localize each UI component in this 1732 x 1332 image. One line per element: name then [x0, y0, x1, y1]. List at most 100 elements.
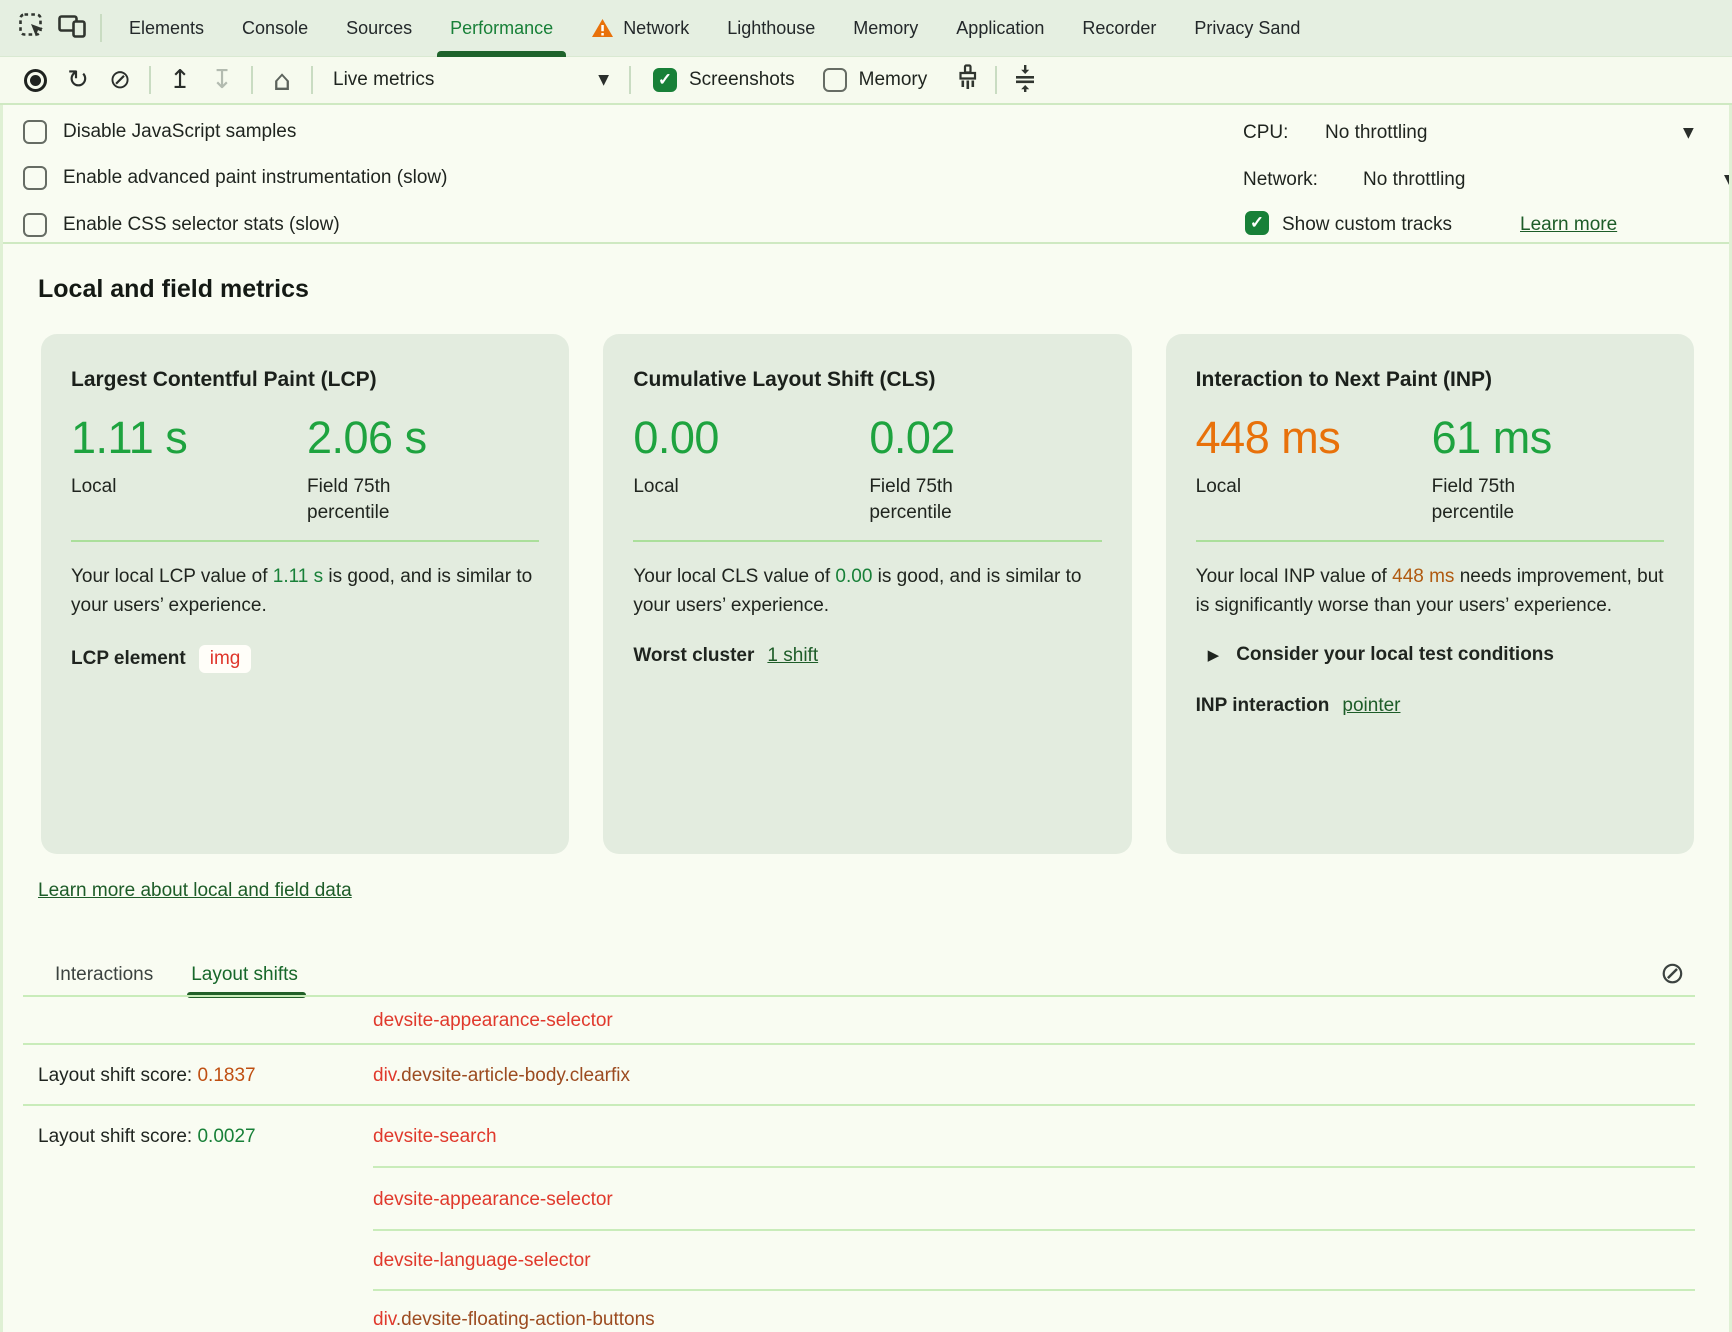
layout-shift-row[interactable]: div.devsite-floating-action-buttons: [23, 1291, 1695, 1332]
check-icon: ✓: [658, 70, 672, 90]
advanced-paint-row[interactable]: Enable advanced paint instrumentation (s…: [23, 166, 447, 190]
tab-label: Lighthouse: [727, 18, 815, 39]
network-throttling-select[interactable]: No throttling: [1363, 169, 1465, 191]
tab-label: Recorder: [1082, 18, 1156, 39]
local-test-conditions-label: Consider your local test conditions: [1236, 644, 1554, 666]
disable-js-samples-checkbox[interactable]: [23, 120, 47, 144]
selector-classes: .devsite-floating-action-buttons: [396, 1309, 655, 1330]
gc-button[interactable]: [947, 60, 987, 100]
chevron-down-icon: ▼: [598, 72, 609, 88]
history-dropdown[interactable]: Live metrics ▼: [333, 69, 609, 91]
tab-memory[interactable]: Memory: [834, 0, 937, 57]
tab-console[interactable]: Console: [223, 0, 327, 57]
learn-more-local-field-link[interactable]: Learn more about local and field data: [38, 880, 352, 902]
lcp-element-label: LCP element: [71, 648, 186, 670]
shift-score-value: 0.0027: [197, 1126, 255, 1147]
inp-interaction-link[interactable]: pointer: [1342, 695, 1400, 717]
devtools-performance-panel: { "devtools": { "tabs": { "items": ["Ele…: [0, 0, 1732, 1332]
shift-score-label: Layout shift score:: [38, 1126, 197, 1147]
upload-icon: ↥: [169, 65, 191, 95]
lcp-card: Largest Contentful Paint (LCP) 1.11 s Lo…: [41, 334, 569, 854]
home-button[interactable]: ⌂: [261, 64, 303, 97]
screenshots-toggle[interactable]: ✓ Screenshots: [653, 68, 795, 92]
tab-label: Privacy Sand: [1194, 18, 1300, 39]
shift-node-link[interactable]: devsite-language-selector: [373, 1250, 591, 1272]
tab-layout-shifts[interactable]: Layout shifts: [191, 952, 298, 997]
tab-label: Memory: [853, 18, 918, 39]
lcp-local-value: 1.11 s: [71, 412, 307, 464]
record-button[interactable]: [24, 69, 47, 92]
layout-shift-row[interactable]: Layout shift score: 0.1837 div.devsite-a…: [23, 1045, 1695, 1106]
tab-recorder[interactable]: Recorder: [1063, 0, 1175, 57]
disable-js-samples-row[interactable]: Disable JavaScript samples: [23, 120, 296, 144]
tab-network[interactable]: Network: [572, 0, 708, 57]
advanced-paint-label: Enable advanced paint instrumentation (s…: [63, 167, 447, 189]
inp-local-label: Local: [1196, 474, 1326, 500]
shift-node-link[interactable]: devsite-appearance-selector: [373, 1189, 613, 1211]
shift-node-link[interactable]: div.devsite-article-body.clearfix: [373, 1065, 630, 1087]
clear-button[interactable]: ⊘: [99, 65, 141, 95]
divider: [633, 540, 1101, 542]
collapse-sections-button[interactable]: [1005, 60, 1045, 100]
css-selector-stats-row[interactable]: Enable CSS selector stats (slow): [23, 213, 340, 237]
advanced-paint-checkbox[interactable]: [23, 166, 47, 190]
cpu-throttling-select[interactable]: No throttling: [1325, 122, 1427, 144]
shift-node-link[interactable]: devsite-appearance-selector: [373, 1010, 613, 1032]
memory-checkbox[interactable]: [823, 68, 847, 92]
chevron-down-icon[interactable]: ▼: [1683, 125, 1694, 141]
reload-and-record-button[interactable]: ↻: [57, 65, 99, 95]
shift-node-link[interactable]: devsite-search: [373, 1126, 497, 1148]
inp-interaction-label: INP interaction: [1196, 695, 1330, 717]
lcp-element-row: LCP element img: [71, 645, 539, 673]
worst-cluster-row: Worst cluster 1 shift: [633, 645, 1101, 667]
css-selector-stats-checkbox[interactable]: [23, 213, 47, 237]
divider: [1196, 540, 1664, 542]
selector-tag: devsite-appearance-selector: [373, 1010, 613, 1031]
shift-node-link[interactable]: div.devsite-floating-action-buttons: [373, 1309, 655, 1331]
tab-elements[interactable]: Elements: [110, 0, 223, 57]
device-toolbar-icon: [58, 13, 86, 44]
lcp-element-node-link[interactable]: img: [199, 645, 252, 673]
save-profile-button[interactable]: ↧: [201, 65, 243, 95]
local-test-conditions-expander[interactable]: ▶ Consider your local test conditions: [1196, 644, 1664, 666]
lcp-desc-value: 1.11 s: [273, 566, 323, 587]
layout-shift-row[interactable]: devsite-language-selector: [23, 1231, 1695, 1291]
tab-interactions[interactable]: Interactions: [55, 952, 153, 997]
tab-performance[interactable]: Performance: [431, 0, 572, 57]
cls-desc-value: 0.00: [835, 566, 872, 587]
check-icon: ✓: [1250, 213, 1264, 233]
layout-shift-row[interactable]: devsite-appearance-selector: [23, 1168, 1695, 1231]
triangle-right-icon: ▶: [1208, 646, 1220, 664]
learn-more-link[interactable]: Learn more: [1520, 214, 1617, 236]
screenshots-label: Screenshots: [689, 69, 795, 91]
inp-local-value: 448 ms: [1196, 412, 1432, 464]
tab-application[interactable]: Application: [937, 0, 1063, 57]
show-custom-tracks-label: Show custom tracks: [1282, 214, 1452, 236]
inspect-element-button[interactable]: [12, 8, 52, 48]
tab-sources[interactable]: Sources: [327, 0, 431, 57]
divider: [100, 14, 102, 42]
local-and-field-metrics-heading: Local and field metrics: [38, 275, 1729, 304]
divider: [71, 540, 539, 542]
tab-label: Elements: [129, 18, 204, 39]
inp-card: Interaction to Next Paint (INP) 448 ms L…: [1166, 334, 1694, 854]
worst-cluster-link[interactable]: 1 shift: [767, 645, 818, 667]
cls-field-label: Field 75th percentile: [869, 474, 999, 526]
chevron-down-icon[interactable]: ▼: [1724, 172, 1729, 188]
screenshots-checkbox[interactable]: ✓: [653, 68, 677, 92]
device-toolbar-button[interactable]: [52, 8, 92, 48]
layout-shift-row[interactable]: Layout shift score: 0.0027 devsite-searc…: [23, 1106, 1695, 1168]
disable-js-samples-label: Disable JavaScript samples: [63, 121, 296, 143]
tab-privacy-sandbox[interactable]: Privacy Sand: [1175, 0, 1319, 57]
show-custom-tracks-checkbox[interactable]: ✓: [1245, 211, 1269, 235]
divider: [311, 66, 313, 94]
tab-lighthouse[interactable]: Lighthouse: [708, 0, 834, 57]
layout-shift-row[interactable]: devsite-appearance-selector: [23, 997, 1695, 1045]
tab-label: Application: [956, 18, 1044, 39]
divider: [149, 66, 151, 94]
memory-toggle[interactable]: Memory: [823, 68, 928, 92]
selector-tag: devsite-search: [373, 1126, 497, 1147]
load-profile-button[interactable]: ↥: [159, 65, 201, 95]
clear-log-button[interactable]: ⊘: [1660, 956, 1685, 991]
inp-values: 448 ms Local 61 ms Field 75th percentile: [1196, 412, 1664, 526]
